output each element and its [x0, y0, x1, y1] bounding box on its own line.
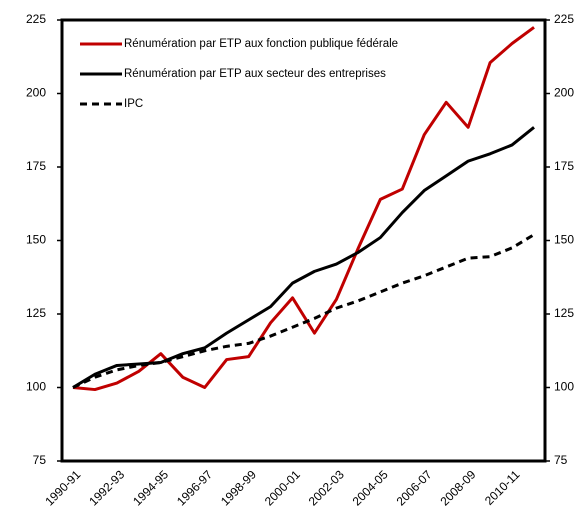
legend: Rénumération par ETP aux fonction publiq…	[80, 38, 398, 110]
x-tick-label: 1990-91	[42, 467, 83, 508]
y2-tick-label: 150	[554, 233, 574, 247]
y2-tick-label: 200	[554, 86, 574, 100]
series-line	[72, 26, 535, 392]
y2-tick-label: 125	[554, 306, 574, 320]
x-tick-label: 1998-99	[218, 467, 259, 508]
x-tick-label: 1992-93	[86, 467, 127, 508]
plot-frame	[60, 18, 547, 463]
y2-tick-label: 100	[554, 380, 574, 394]
legend-label: IPC	[124, 98, 143, 110]
y-tick-label: 175	[26, 159, 46, 173]
x-tick-label: 1996-97	[174, 467, 215, 508]
y2-tick-label: 225	[554, 12, 574, 26]
y-tick-label: 75	[33, 453, 47, 467]
y2-tick-label: 75	[554, 453, 568, 467]
x-tick-label: 2000-01	[262, 467, 303, 508]
x-tick-label: 2002-03	[306, 467, 347, 508]
x-tick-label: 2010-11	[482, 467, 523, 508]
y-tick-label: 125	[26, 306, 46, 320]
x-tick-label: 2004-05	[350, 467, 391, 508]
x-tick-label: 2006-07	[394, 467, 435, 508]
x-tick-label: 1994-95	[130, 467, 171, 508]
y2-tick-label: 175	[554, 159, 574, 173]
y-tick-label: 100	[26, 380, 46, 394]
legend-label: Rénumération par ETP aux secteur des ent…	[124, 68, 386, 80]
y-tick-label: 225	[26, 12, 46, 26]
legend-label: Rénumération par ETP aux fonction publiq…	[124, 38, 398, 50]
series-line	[72, 233, 535, 389]
x-tick-label: 2008-09	[437, 467, 478, 508]
series-line	[72, 126, 535, 389]
y-tick-label: 200	[26, 86, 46, 100]
y-tick-label: 150	[26, 233, 46, 247]
